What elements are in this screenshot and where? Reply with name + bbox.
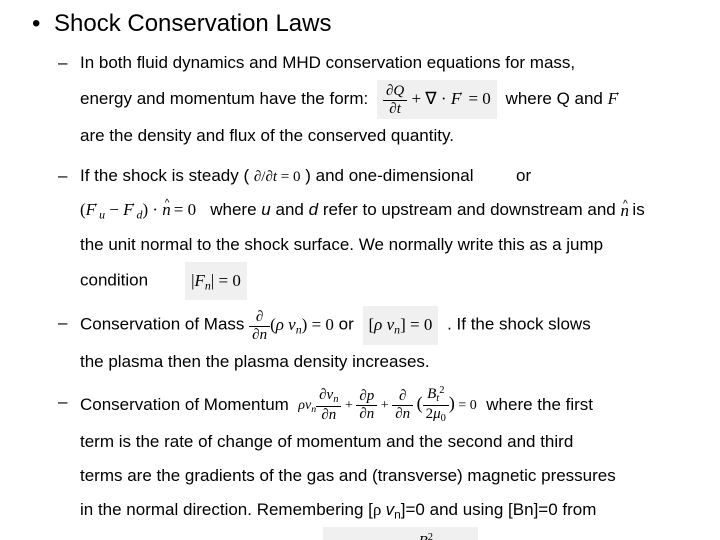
- eq-momentum: ρvn∂vn∂n + ∂p∂n + ∂∂n (Bt22μ0) = 0: [298, 385, 477, 426]
- text: Conservation of Momentum: [80, 394, 289, 413]
- text: where the first: [486, 394, 593, 413]
- eq-conservation: ∂Q∂t + ∇ · F→ = 0: [377, 80, 497, 119]
- text: are the density and flux of the conserve…: [80, 126, 454, 145]
- text: ) and one-dimensional: [305, 166, 473, 185]
- text: or: [516, 166, 531, 185]
- text: condition: [80, 270, 148, 289]
- text: . If the shock slows: [447, 315, 591, 334]
- text: energy and momentum have the form:: [80, 89, 368, 108]
- eq-jump-Fn: |Fn| = 0: [185, 262, 247, 300]
- text: or: [339, 315, 354, 334]
- text: and: [276, 200, 304, 219]
- text: refer to upstream and downstream and: [323, 200, 616, 219]
- text: the plasma then the plasma density incre…: [80, 352, 430, 371]
- eq-mass-jump: [ρ vn] = 0: [363, 306, 439, 344]
- v-symbol: v: [386, 500, 395, 519]
- text: terms are the gradients of the gas and (…: [80, 466, 616, 485]
- var-d: d: [309, 200, 318, 219]
- eq-F-vector: F→: [608, 82, 621, 116]
- bullet-mass: Conservation of Mass ∂∂n(ρ vn) = 0 or [ρ…: [80, 306, 692, 378]
- slide-title: Shock Conservation Laws: [54, 10, 692, 38]
- eq-momentum-jump: [ρ vn2 + p + B22μ0] = 0: [323, 527, 478, 540]
- eq-steady: ∂/∂t = 0: [254, 159, 301, 193]
- eq-jump-vector: (F→u − F→d) · n^ = 0: [80, 193, 196, 227]
- eq-nhat: n^: [620, 194, 627, 228]
- text: term is the rate of change of momentum a…: [80, 432, 573, 451]
- bullet-steady-1d: If the shock is steady ( ∂/∂t = 0 ) and …: [80, 159, 692, 301]
- rho-symbol: ρ: [373, 500, 386, 519]
- text: is: [632, 200, 644, 219]
- n-sub: n: [394, 508, 401, 522]
- bullet-momentum: Conservation of Momentum ρvn∂vn∂n + ∂p∂n…: [80, 385, 692, 540]
- text: in the normal direction. Remembering [: [80, 500, 373, 519]
- slide: Shock Conservation Laws In both fluid dy…: [0, 0, 720, 540]
- text: the unit normal to the shock surface. We…: [80, 235, 603, 254]
- var-u: u: [261, 200, 270, 219]
- bullet-conservation-form: In both fluid dynamics and MHD conservat…: [80, 46, 692, 153]
- text: In both fluid dynamics and MHD conservat…: [80, 53, 575, 72]
- text: ]=0 and using [Bn]=0 from: [401, 500, 597, 519]
- text: Conservation of Mass: [80, 315, 244, 334]
- text: where Q and: [506, 89, 603, 108]
- eq-mass-diff: ∂∂n(ρ vn) = 0: [249, 308, 334, 343]
- text: If the shock is steady (: [80, 166, 249, 185]
- text: where: [210, 200, 256, 219]
